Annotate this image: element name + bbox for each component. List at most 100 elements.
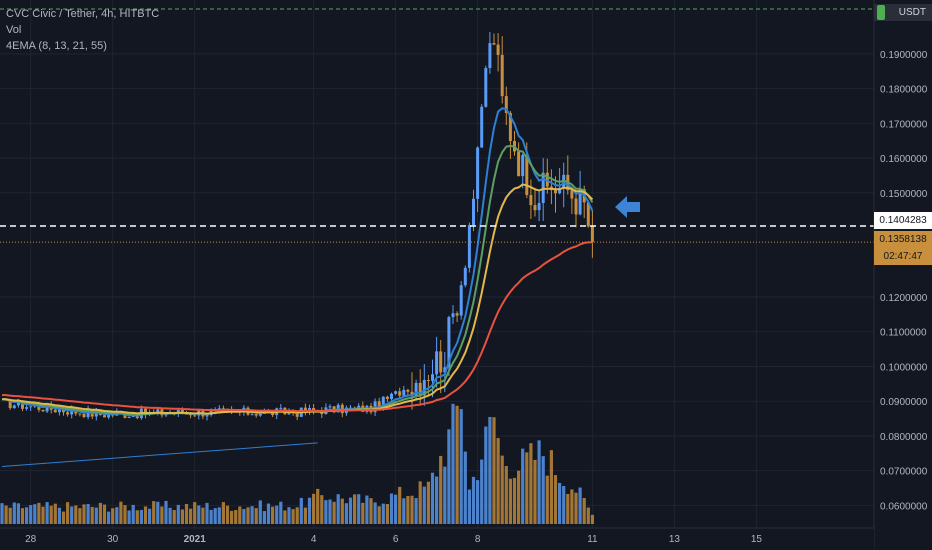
price-tick-label: 0.0600000	[880, 501, 928, 512]
volume-bar	[402, 498, 406, 524]
time-scale-panel[interactable]	[0, 528, 874, 550]
candle-body	[21, 400, 24, 409]
volume-bar	[12, 502, 16, 524]
candle-body	[394, 391, 398, 394]
candle-body	[443, 367, 447, 373]
volume-bar	[533, 459, 537, 524]
volume-bar	[353, 494, 357, 524]
volume-bar	[529, 443, 533, 524]
symbol-title[interactable]: CVC Civic / Tether, 4h, HITBTC	[6, 8, 160, 20]
candle-body	[94, 410, 98, 417]
volume-bar	[287, 507, 291, 524]
price-tick-label: 0.1100000	[880, 328, 927, 339]
volume-bar	[426, 481, 430, 524]
price-tick-label: 0.0900000	[880, 397, 928, 408]
candle-body	[435, 351, 439, 375]
candle-body	[33, 405, 37, 407]
volume-bar	[558, 482, 562, 524]
last-price-tag: 0.1358138	[874, 231, 932, 248]
volume-bar	[139, 509, 143, 524]
time-tick-label: 13	[669, 534, 681, 545]
candle-body	[422, 379, 426, 396]
volume-bar	[496, 438, 500, 524]
candle-body	[484, 68, 488, 107]
volume-bar	[135, 510, 139, 524]
candle-body	[385, 396, 389, 400]
candle-body	[459, 285, 463, 316]
volume-bar	[320, 495, 324, 524]
candle-body	[472, 198, 475, 226]
candle-body	[480, 106, 484, 148]
candle-body	[398, 391, 402, 396]
volume-bar	[25, 507, 29, 524]
volume-bar	[180, 509, 184, 524]
price-tick-label: 0.0700000	[880, 467, 928, 478]
volume-bar	[143, 506, 148, 524]
ema-label[interactable]: 4EMA (8, 13, 21, 55)	[6, 40, 107, 52]
arrow-icon	[615, 196, 640, 218]
candle-body	[455, 313, 459, 316]
volume-bar	[328, 499, 332, 524]
candle-body	[164, 414, 168, 416]
volume-bar	[197, 505, 201, 524]
volume-bar	[541, 456, 545, 524]
candle-body	[517, 151, 521, 177]
volume-bar	[476, 480, 480, 524]
candle-body	[62, 409, 65, 413]
candle-body	[250, 414, 254, 416]
volume-bar	[49, 505, 53, 524]
time-tick-label: 28	[25, 534, 37, 545]
volume-bar	[517, 470, 521, 524]
candle-body	[529, 195, 533, 206]
candle-body	[312, 407, 316, 411]
candle-body	[570, 190, 574, 199]
volume-bar	[545, 475, 549, 524]
volume-bar	[512, 477, 517, 524]
currency-badge[interactable]: USDT	[874, 4, 932, 21]
candle-body	[107, 413, 111, 418]
candle-body	[279, 407, 283, 409]
volume-label[interactable]: Vol	[6, 24, 22, 36]
volume-bar	[262, 511, 266, 524]
volume-bar	[94, 507, 98, 524]
volume-bar	[275, 505, 279, 524]
volume-bar	[332, 501, 336, 524]
candle-body	[402, 389, 406, 396]
candle-body	[558, 187, 562, 194]
volume-bar	[312, 493, 316, 524]
candle-body	[53, 409, 57, 413]
ema-lines	[1, 107, 594, 417]
volume-bar	[29, 505, 33, 524]
volume-bar	[537, 440, 541, 524]
volume-bar	[549, 450, 553, 524]
volume-bar	[33, 504, 37, 524]
level-lines[interactable]	[0, 8, 874, 243]
trendline[interactable]	[1, 442, 318, 468]
volume-bar	[418, 481, 422, 524]
candle-body	[492, 43, 496, 45]
volume-bar	[336, 494, 340, 524]
volume-bar	[176, 504, 180, 524]
volume-bar	[238, 506, 242, 524]
volume-bar	[291, 509, 295, 524]
volume-bar	[127, 510, 131, 524]
level-price-tag[interactable]: 0.1404283	[874, 212, 932, 229]
candle-body	[70, 408, 74, 415]
candle-body	[426, 379, 430, 381]
volume-bar	[492, 417, 496, 524]
candle-body	[476, 147, 480, 199]
volume-bar	[250, 506, 254, 524]
volume-bar	[61, 511, 66, 524]
volume-bar	[189, 508, 193, 524]
candle-body	[554, 190, 557, 194]
volume-bar	[443, 466, 447, 524]
candle-body	[586, 202, 590, 227]
price-tick-label: 0.1200000	[880, 293, 928, 304]
candle-body	[254, 414, 258, 416]
volume-bar	[295, 507, 299, 524]
candle-body	[221, 408, 225, 410]
volume-bar	[107, 511, 111, 524]
alert-marker-icon[interactable]	[877, 5, 885, 20]
volume-bar	[365, 495, 369, 524]
